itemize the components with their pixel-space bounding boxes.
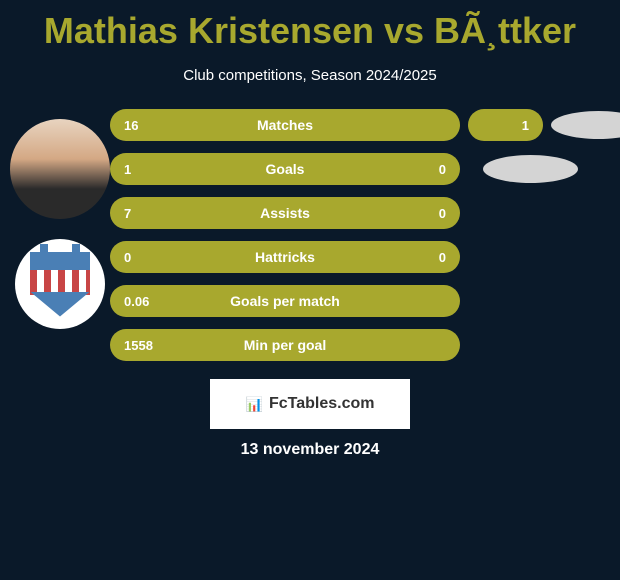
stats-list: 16 Matches 1 1 Goals 0 7 bbox=[110, 109, 620, 361]
stat-bar-main: 16 Matches bbox=[110, 109, 460, 141]
stat-row: 1558 Min per goal bbox=[110, 329, 620, 361]
stat-row: 7 Assists 0 bbox=[110, 197, 620, 229]
stat-left-value: 1 bbox=[124, 162, 131, 177]
stat-right-value: 0 bbox=[439, 206, 446, 221]
stat-label: Goals bbox=[266, 161, 305, 177]
stat-label: Matches bbox=[257, 117, 313, 133]
shield-icon bbox=[30, 252, 90, 317]
club-logo bbox=[15, 239, 105, 329]
stat-label: Hattricks bbox=[255, 249, 315, 265]
stat-bar-right: 1 bbox=[468, 109, 543, 141]
stat-bar-main: 1 Goals 0 bbox=[110, 153, 460, 185]
subtitle: Club competitions, Season 2024/2025 bbox=[0, 67, 620, 84]
stat-bar-main: 1558 Min per goal bbox=[110, 329, 460, 361]
stat-right-value: 1 bbox=[522, 118, 529, 133]
player-avatar bbox=[10, 119, 110, 219]
stat-label: Assists bbox=[260, 205, 310, 221]
stat-right-value: 0 bbox=[439, 250, 446, 265]
date-label: 13 november 2024 bbox=[0, 441, 620, 459]
content-area: 16 Matches 1 1 Goals 0 7 bbox=[0, 109, 620, 361]
stat-left-value: 0 bbox=[124, 250, 131, 265]
stat-left-value: 16 bbox=[124, 118, 138, 133]
stat-left-value: 1558 bbox=[124, 338, 153, 353]
stat-row: 0 Hattricks 0 bbox=[110, 241, 620, 273]
stat-row: 1 Goals 0 bbox=[110, 153, 620, 185]
brand-box[interactable]: 📊 FcTables.com bbox=[210, 379, 410, 429]
page-title: Mathias Kristensen vs BÃ¸ttker bbox=[0, 10, 620, 52]
stat-label: Goals per match bbox=[230, 293, 340, 309]
stat-right-value: 0 bbox=[439, 162, 446, 177]
stat-left-value: 7 bbox=[124, 206, 131, 221]
brand-label: FcTables.com bbox=[269, 395, 375, 413]
stat-bar-main: 7 Assists 0 bbox=[110, 197, 460, 229]
ellipse-indicator bbox=[551, 111, 620, 139]
chart-icon: 📊 bbox=[246, 396, 263, 413]
stat-row: 0.06 Goals per match bbox=[110, 285, 620, 317]
ellipse-indicator bbox=[483, 155, 578, 183]
stat-bar-main: 0 Hattricks 0 bbox=[110, 241, 460, 273]
avatar-column bbox=[10, 109, 110, 329]
stat-bar-main: 0.06 Goals per match bbox=[110, 285, 460, 317]
stat-row: 16 Matches 1 bbox=[110, 109, 620, 141]
main-container: Mathias Kristensen vs BÃ¸ttker Club comp… bbox=[0, 0, 620, 469]
stat-label: Min per goal bbox=[244, 337, 326, 353]
stat-left-value: 0.06 bbox=[124, 294, 149, 309]
